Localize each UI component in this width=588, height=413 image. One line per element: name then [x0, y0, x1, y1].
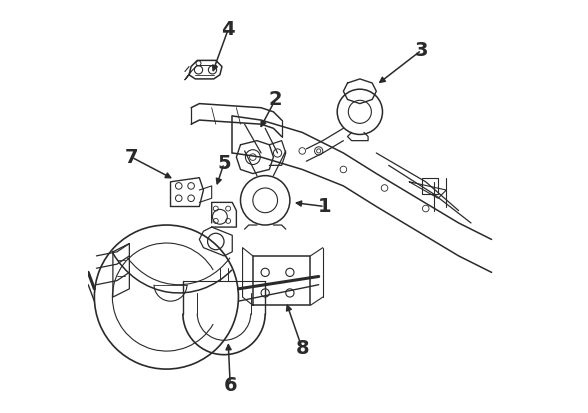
Text: 6: 6	[223, 376, 237, 395]
Text: 3: 3	[415, 40, 428, 59]
Text: 5: 5	[217, 154, 231, 173]
Text: 1: 1	[318, 197, 332, 216]
Text: 7: 7	[125, 147, 138, 166]
Text: 2: 2	[269, 90, 282, 109]
Text: 4: 4	[221, 20, 235, 39]
Text: 8: 8	[295, 339, 309, 358]
